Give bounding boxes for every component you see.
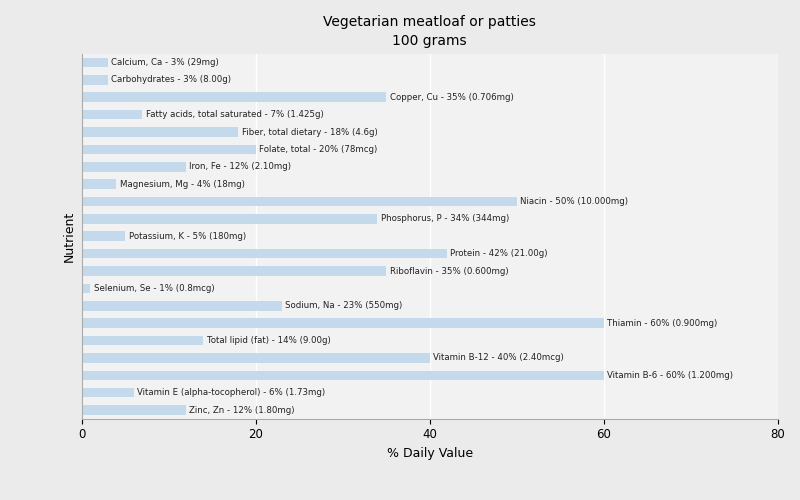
Text: Riboflavin - 35% (0.600mg): Riboflavin - 35% (0.600mg) (390, 266, 508, 276)
Text: Fatty acids, total saturated - 7% (1.425g): Fatty acids, total saturated - 7% (1.425… (146, 110, 324, 119)
Bar (82, 196, 517, 206)
Text: Zinc, Zn - 12% (1.80mg): Zinc, Zn - 12% (1.80mg) (190, 406, 295, 414)
Bar (82, 370, 604, 380)
Bar (82, 127, 238, 137)
Bar (82, 214, 378, 224)
Text: Folate, total - 20% (78mcg): Folate, total - 20% (78mcg) (259, 145, 378, 154)
Text: Total lipid (fat) - 14% (9.00g): Total lipid (fat) - 14% (9.00g) (207, 336, 330, 345)
Bar (82, 110, 142, 120)
Bar (82, 180, 116, 189)
Bar (82, 92, 386, 102)
Text: Vitamin B-6 - 60% (1.200mg): Vitamin B-6 - 60% (1.200mg) (607, 371, 733, 380)
Text: Vitamin B-12 - 40% (2.40mcg): Vitamin B-12 - 40% (2.40mcg) (433, 354, 564, 362)
Text: Fiber, total dietary - 18% (4.6g): Fiber, total dietary - 18% (4.6g) (242, 128, 378, 136)
Bar (82, 75, 108, 85)
Text: Carbohydrates - 3% (8.00g): Carbohydrates - 3% (8.00g) (111, 76, 231, 84)
Title: Vegetarian meatloaf or patties
100 grams: Vegetarian meatloaf or patties 100 grams (323, 15, 536, 48)
Y-axis label: Nutrient: Nutrient (63, 210, 76, 262)
Text: Magnesium, Mg - 4% (18mg): Magnesium, Mg - 4% (18mg) (120, 180, 245, 188)
Bar (82, 406, 186, 415)
Text: Potassium, K - 5% (180mg): Potassium, K - 5% (180mg) (129, 232, 246, 241)
Bar (82, 144, 255, 154)
Bar (82, 58, 108, 68)
Bar (82, 336, 203, 345)
Bar (82, 266, 386, 276)
Text: Thiamin - 60% (0.900mg): Thiamin - 60% (0.900mg) (607, 318, 718, 328)
Text: Phosphorus, P - 34% (344mg): Phosphorus, P - 34% (344mg) (381, 214, 509, 224)
Bar (82, 388, 134, 398)
Bar (82, 232, 125, 241)
Text: Calcium, Ca - 3% (29mg): Calcium, Ca - 3% (29mg) (111, 58, 219, 67)
Bar (82, 284, 90, 293)
Text: Protein - 42% (21.00g): Protein - 42% (21.00g) (450, 249, 548, 258)
Bar (82, 318, 604, 328)
Bar (82, 249, 447, 258)
Bar (82, 162, 186, 172)
Text: Selenium, Se - 1% (0.8mcg): Selenium, Se - 1% (0.8mcg) (94, 284, 214, 293)
Text: Niacin - 50% (10.000mg): Niacin - 50% (10.000mg) (520, 197, 628, 206)
Text: Iron, Fe - 12% (2.10mg): Iron, Fe - 12% (2.10mg) (190, 162, 291, 172)
Bar (82, 353, 430, 362)
Text: Sodium, Na - 23% (550mg): Sodium, Na - 23% (550mg) (285, 302, 402, 310)
Text: Vitamin E (alpha-tocopherol) - 6% (1.73mg): Vitamin E (alpha-tocopherol) - 6% (1.73m… (138, 388, 326, 397)
X-axis label: % Daily Value: % Daily Value (386, 447, 473, 460)
Text: Copper, Cu - 35% (0.706mg): Copper, Cu - 35% (0.706mg) (390, 93, 514, 102)
Bar (82, 301, 282, 310)
